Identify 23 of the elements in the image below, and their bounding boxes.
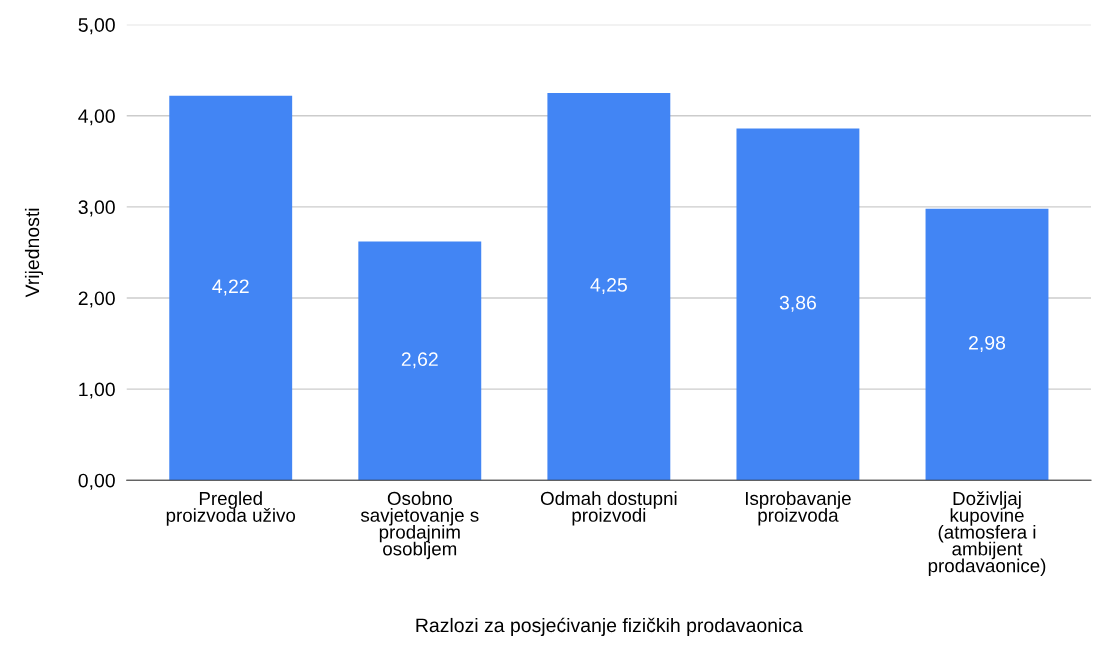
- y-tick-label: 2,00: [78, 291, 115, 308]
- data-label: 2,98: [969, 335, 1006, 352]
- bar: [547, 92, 671, 481]
- x-axis-title: Razlozi za posjećivanje fizičkih prodavaonica: [416, 617, 803, 637]
- y-tick-label: 4,00: [78, 109, 115, 126]
- y-tick-label: 0,00: [78, 473, 115, 490]
- x-tick-label: Pregled proizvoda uživo: [166, 491, 296, 526]
- y-tick-label: 5,00: [78, 18, 115, 35]
- y-tick-label: 3,00: [78, 200, 115, 217]
- bar: [736, 128, 860, 481]
- data-label: 4,22: [212, 279, 249, 296]
- y-axis-title: Vrijednosti: [24, 208, 44, 298]
- data-label: 4,25: [590, 278, 627, 295]
- y-tick-label: 1,00: [79, 382, 115, 399]
- x-tick-label: Odmah dostupni proizvodi: [540, 491, 677, 526]
- x-tick-label: Osobno savjetovanje s prodajnim osobljem: [360, 491, 479, 560]
- data-label: 3,86: [779, 295, 816, 312]
- bar: [925, 208, 1049, 481]
- x-tick-label: Doživljaj kupovine (atmosfera i ambijent prodavaonice): [928, 491, 1046, 577]
- bar: [358, 241, 482, 481]
- data-label: 2,62: [401, 352, 438, 369]
- x-tick-label: Isprobavanje proizvoda: [745, 491, 851, 526]
- bar: [169, 95, 293, 481]
